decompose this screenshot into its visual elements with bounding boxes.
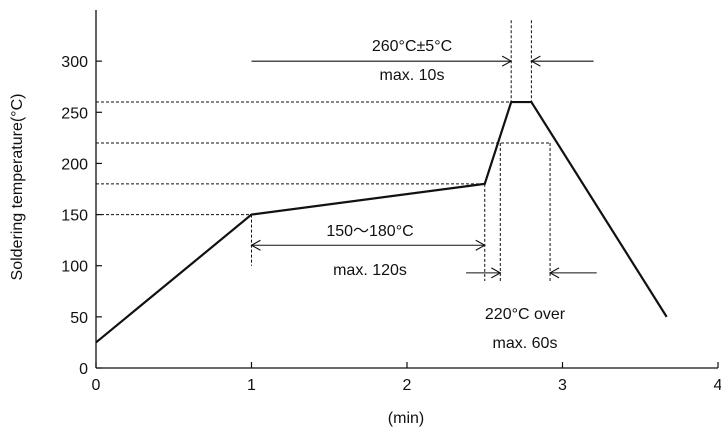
reference-lines xyxy=(96,20,551,282)
annotation-label: 150〜180°C xyxy=(326,223,413,240)
arrow-head xyxy=(250,239,261,251)
x-tick-label: 4 xyxy=(714,377,721,394)
annotation-label: 260°C±5°C xyxy=(372,38,452,55)
arrow-head xyxy=(548,267,560,279)
x-tick-label: 0 xyxy=(92,377,101,394)
y-tick-label: 300 xyxy=(61,54,88,71)
arrow-head xyxy=(475,239,486,251)
y-tick-label: 250 xyxy=(61,105,88,122)
y-tick-label: 0 xyxy=(79,361,88,378)
axes: 0 1 2 3 4 0 50 100 150 200 250 300 xyxy=(61,10,721,394)
x-axis-label: (min) xyxy=(388,410,424,427)
y-tick-label: 50 xyxy=(70,310,88,327)
x-tick-label: 3 xyxy=(558,377,567,394)
y-axis-label: Soldering temperature(°C) xyxy=(9,94,26,281)
y-tick-label: 150 xyxy=(61,208,88,225)
annotation-label: max. 120s xyxy=(333,262,407,279)
arrow-head xyxy=(501,55,513,67)
x-tick-label: 1 xyxy=(247,377,256,394)
annotation-label: max. 10s xyxy=(380,67,445,84)
x-tick-label: 2 xyxy=(403,377,412,394)
arrow-head xyxy=(530,55,541,67)
annotations: 260°C±5°C max. 10s 150〜180°C max. 120s 220°C… xyxy=(250,38,597,352)
annotation-label: 220°C over xyxy=(485,306,566,323)
profile-series-line xyxy=(95,100,668,344)
y-tick-label: 200 xyxy=(61,156,88,173)
annotation-label: max. 60s xyxy=(493,335,558,352)
series-group xyxy=(95,100,668,344)
y-tick-label: 100 xyxy=(61,259,88,276)
arrow-head xyxy=(491,267,502,279)
